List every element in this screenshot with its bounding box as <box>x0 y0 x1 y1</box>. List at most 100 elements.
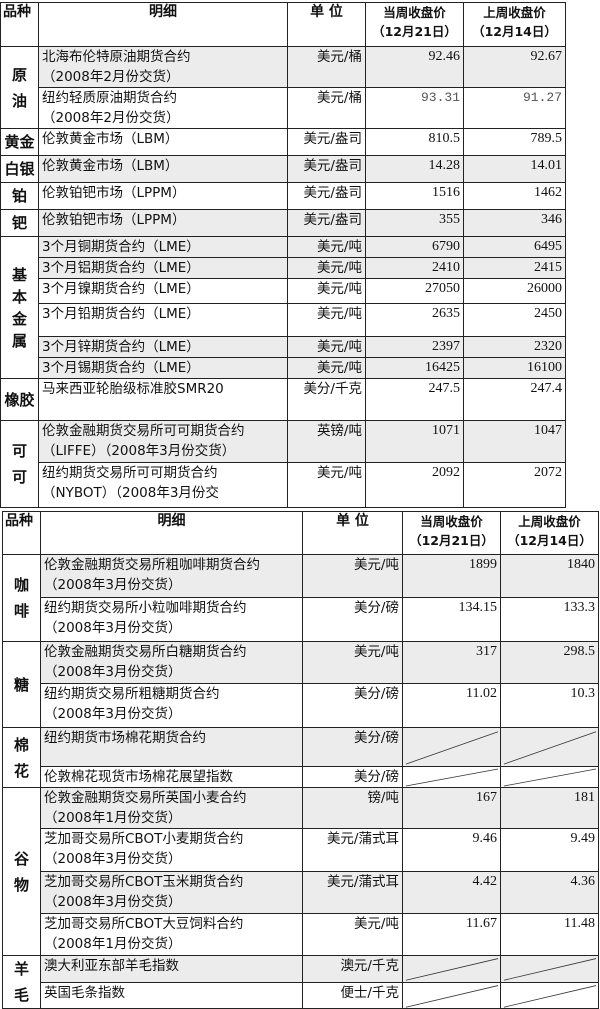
table-row: 橡胶 马来西亚轮胎级标准胶SMR20 美分/千克 247.5 247.4 <box>0 378 566 421</box>
header-category: 品种 <box>2 511 41 555</box>
detail-line: 3个月铝期货合约（LME） <box>42 260 200 276</box>
table-row: 咖啡 伦敦金融期货交易所粗咖啡期货合约 （2008年3月份交货） 美元/吨 1899 18… <box>2 554 599 642</box>
current-price-cell: 9.46 <box>402 828 501 872</box>
detail-cell: 3个月锌期货合约（LME） <box>38 336 288 358</box>
current-price-empty <box>402 955 501 983</box>
header-previous-price: 上周收盘价 （12月14日） <box>463 2 566 47</box>
current-price-cell: 14.28 <box>365 155 464 183</box>
table-row: 3个月镍期货合约（LME） 美元/吨 27050 26000 <box>1 278 566 304</box>
header-current-date: （12月21日） <box>372 24 457 39</box>
category-cell: 橡胶 <box>0 378 39 421</box>
unit-cell: 镑/吨 <box>302 787 403 829</box>
previous-price-cell: 133.3 <box>500 597 599 642</box>
previous-price-cell: 6495 <box>463 236 566 258</box>
diagonal-slash-icon <box>403 983 500 1009</box>
current-price-cell: 92.46 <box>365 46 464 88</box>
detail-cell: 3个月铜期货合约（LME） <box>38 236 288 258</box>
previous-price-cell: 181 <box>500 787 599 829</box>
unit-cell: 美元/盎司 <box>287 209 366 237</box>
current-price-cell: 6790 <box>365 236 464 258</box>
current-price-cell: 1516 <box>365 182 464 210</box>
detail-cell: 伦敦金融期货交易所可可期货合约 （LIFFE）（2008年3月份交货） <box>38 420 288 463</box>
current-price-empty <box>402 727 501 767</box>
previous-price-cell: 2072 <box>463 462 566 508</box>
unit-cell: 美元/吨 <box>287 336 366 358</box>
detail-line: 伦敦金融期货交易所可可期货合约 <box>42 423 245 439</box>
detail-cell: 伦敦金融期货交易所白糖期货合约 （2008年3月份交货） <box>40 641 303 684</box>
previous-price-cell: 2450 <box>463 303 566 337</box>
detail-line: 马来西亚轮胎级标准胶SMR20 <box>42 381 224 397</box>
category-cell: 谷物 <box>2 787 41 956</box>
detail-line: 3个月锡期货合约（LME） <box>42 360 200 376</box>
previous-price-cell: 298.5 <box>500 641 599 684</box>
detail-line: 芝加哥交易所CBOT大豆饲料合约 <box>44 916 244 932</box>
current-price-cell: 2397 <box>365 336 464 358</box>
detail-line: 纽约期货交易所粗糖期货合约 <box>44 686 220 702</box>
current-price-empty <box>402 981 501 1009</box>
header-row: 品种 明细单 位 当周收盘价 （12月21日） 上周收盘价 （12月14日） <box>0 2 566 47</box>
category-label: 羊毛 <box>13 960 29 1004</box>
detail-cell: 英国毛条指数 <box>40 981 303 1009</box>
previous-price-cell: 11.48 <box>500 913 599 956</box>
unit-cell: 英镑/吨 <box>287 420 366 463</box>
current-price-cell: 134.15 <box>402 597 501 642</box>
detail-cell: 澳大利亚东部羊毛指数 <box>40 955 303 983</box>
current-price-cell: 1071 <box>365 420 464 463</box>
diagonal-slash-icon <box>501 767 598 787</box>
table-row: 钯伦敦铂钯市场（LPPM） 美元/盎司 355 346 <box>0 209 566 237</box>
detail-line: 芝加哥交易所CBOT小麦期货合约 <box>44 831 244 847</box>
previous-price-cell: 1840 <box>500 554 599 598</box>
current-price-cell: 317 <box>402 641 501 684</box>
unit-cell: 美分/磅 <box>302 766 403 788</box>
unit-cell: 美分/磅 <box>302 597 403 642</box>
unit-cell: 美元/蒲式耳 <box>302 871 403 914</box>
current-price-cell: 11.67 <box>402 913 501 956</box>
detail-line: 纽约期货交易所可可期货合约 <box>42 465 218 481</box>
unit-cell: 美分/磅 <box>302 727 403 767</box>
table-row: 可可 伦敦金融期货交易所可可期货合约 （LIFFE）（2008年3月份交货） 英镑/吨… <box>0 420 566 508</box>
detail-cell: 伦敦黄金市场（LBM） <box>38 155 288 183</box>
detail-line: （2008年1月份交货） <box>44 810 182 826</box>
current-price-cell: 247.5 <box>365 378 464 421</box>
header-detail: 明细 <box>40 511 303 555</box>
unit-cell: 美分/磅 <box>302 683 403 728</box>
unit-cell: 美元/蒲式耳 <box>302 828 403 872</box>
current-price-cell: 93.31 <box>365 87 464 129</box>
unit-cell: 美元/吨 <box>287 236 366 258</box>
unit-cell: 便士/千克 <box>302 981 403 1009</box>
detail-cell: 伦敦金融期货交易所英国小麦合约 （2008年1月份交货） <box>40 787 303 829</box>
current-price-cell: 1899 <box>402 554 501 598</box>
detail-cell: 伦敦棉花现货市场棉花展望指数 <box>40 766 303 788</box>
category-label: 可可 <box>11 442 27 486</box>
detail-cell: 3个月铅期货合约（LME） <box>38 303 288 337</box>
table-row: 芝加哥交易所CBOT小麦期货合约 （2008年3月份交货） 美元/蒲式耳 9.46 9.… <box>3 828 599 872</box>
previous-price-cell: 91.27 <box>463 87 566 129</box>
detail-line: 纽约期货交易所小粒咖啡期货合约 <box>44 600 247 616</box>
detail-line: （2008年3月份交货） <box>44 851 182 867</box>
previous-price-cell: 14.01 <box>463 155 566 183</box>
unit-cell: 美元/吨 <box>302 641 403 684</box>
unit-cell: 美元/桶 <box>287 46 366 88</box>
table-row: 3个月锌期货合约（LME） 美元/吨 2397 2320 <box>1 336 566 358</box>
previous-price-cell: 16100 <box>463 357 566 379</box>
previous-price-empty <box>500 981 599 1009</box>
detail-cell: 3个月铝期货合约（LME） <box>38 257 288 279</box>
detail-cell: 芝加哥交易所CBOT玉米期货合约 （2008年3月份交货） <box>40 871 303 914</box>
detail-line: （2008年3月份交货） <box>44 664 182 680</box>
unit-cell: 美元/盎司 <box>287 128 366 156</box>
header-current-label: 当周收盘价 <box>420 514 483 529</box>
detail-line: 澳大利亚东部羊毛指数 <box>44 958 179 974</box>
header-unit: 单 位 <box>287 2 366 47</box>
table-row: 原油 北海布伦特原油期货合约 （2008年2月份交货） 美元/桶 92.46 92.67 <box>0 46 566 129</box>
table-row: 英国毛条指数 便士/千克 <box>3 981 599 1009</box>
table-row: 谷物 伦敦金融期货交易所英国小麦合约 （2008年1月份交货） 镑/吨 167 181 <box>2 787 599 956</box>
category-label: 基本金属 <box>11 265 27 350</box>
detail-line: 伦敦黄金市场（LBM） <box>42 158 179 174</box>
detail-line: （2008年3月份交货） <box>44 620 182 636</box>
detail-line: 纽约轻质原油期货合约 <box>42 90 177 106</box>
previous-price-empty <box>500 955 599 983</box>
header-previous-label: 上周收盘价 <box>483 5 546 20</box>
previous-price-cell: 2415 <box>463 257 566 279</box>
unit-cell: 美元/盎司 <box>287 182 366 210</box>
header-previous-price: 上周收盘价 （12月14日） <box>500 511 599 555</box>
